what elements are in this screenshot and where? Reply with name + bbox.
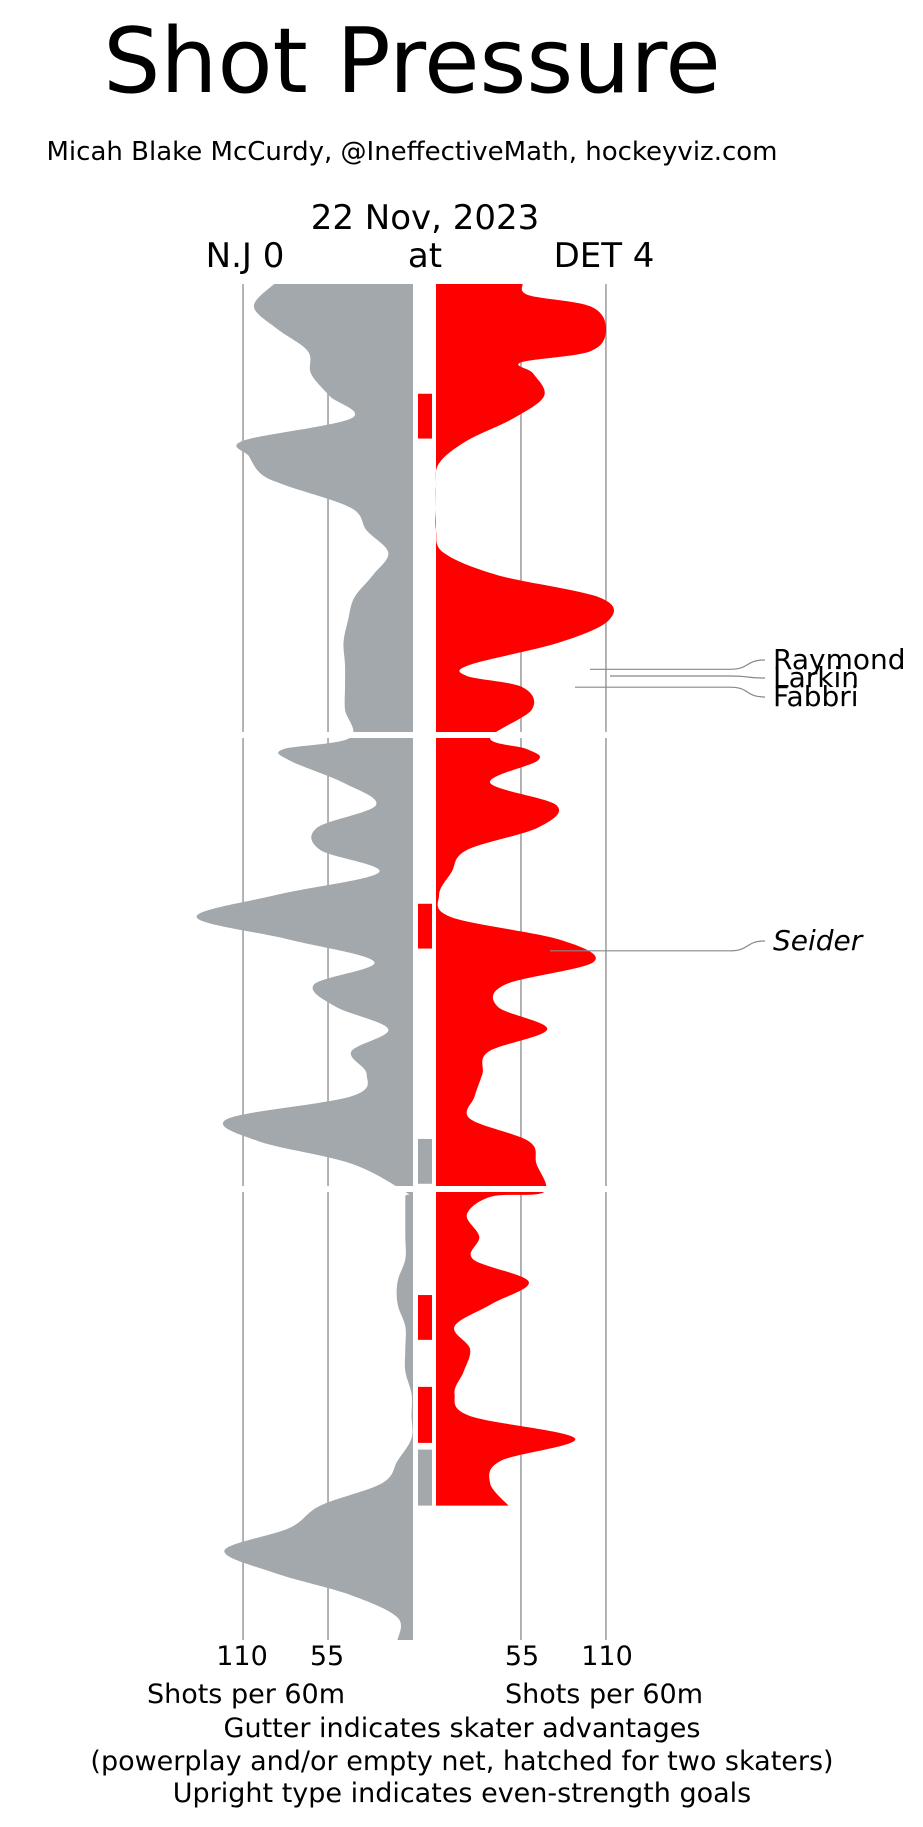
home-tick-55: 55 (505, 1641, 539, 1672)
advantage-block-4 (418, 1295, 432, 1340)
goal-leader-seider (550, 940, 766, 952)
away-x-axis-label: Shots per 60m (147, 1679, 345, 1710)
goal-leader-fabbri (575, 686, 766, 698)
advantage-block-5 (418, 1386, 432, 1443)
at-label: at (408, 236, 442, 276)
home-pressure-area (435, 284, 615, 1506)
goal-label-fabbri: Fabbri (773, 680, 859, 713)
away-pressure-area (196, 284, 413, 1640)
home-x-axis-label: Shots per 60m (505, 1679, 703, 1710)
goal-label-raymond: Raymond (773, 643, 906, 676)
footnote-line-3: Upright type indicates even-strength goa… (173, 1778, 751, 1809)
footnote-line-2: (powerplay and/or empty net, hatched for… (90, 1746, 833, 1777)
footnote-line-1: Gutter indicates skater advantages (224, 1713, 701, 1744)
chart-subtitle: Micah Blake McCurdy, @IneffectiveMath, h… (47, 137, 778, 167)
period-divider-2 (150, 1186, 650, 1192)
goal-leader-larkin (610, 675, 766, 679)
period-divider-1 (150, 732, 650, 738)
goal-label-larkin: Larkin (773, 661, 859, 694)
home-tick-110: 110 (581, 1641, 633, 1672)
advantage-block-1 (418, 393, 432, 439)
goal-leader-raymond (590, 659, 766, 670)
advantage-block-2 (418, 903, 432, 949)
pressure-areas (196, 284, 615, 1640)
away-team-label: N.J 0 (206, 236, 285, 276)
away-tick-110: 110 (216, 1641, 268, 1672)
gutter-advantages (418, 393, 432, 1506)
home-team-label: DET 4 (554, 236, 655, 276)
gridlines (242, 284, 607, 1640)
chart-title: Shot Pressure (103, 9, 720, 114)
away-tick-55: 55 (310, 1641, 344, 1672)
goal-label-seider: Seider (773, 924, 864, 957)
advantage-block-3 (418, 1138, 432, 1184)
period-dividers (150, 732, 650, 1192)
advantage-block-6 (418, 1449, 432, 1506)
game-date: 22 Nov, 2023 (311, 198, 540, 238)
